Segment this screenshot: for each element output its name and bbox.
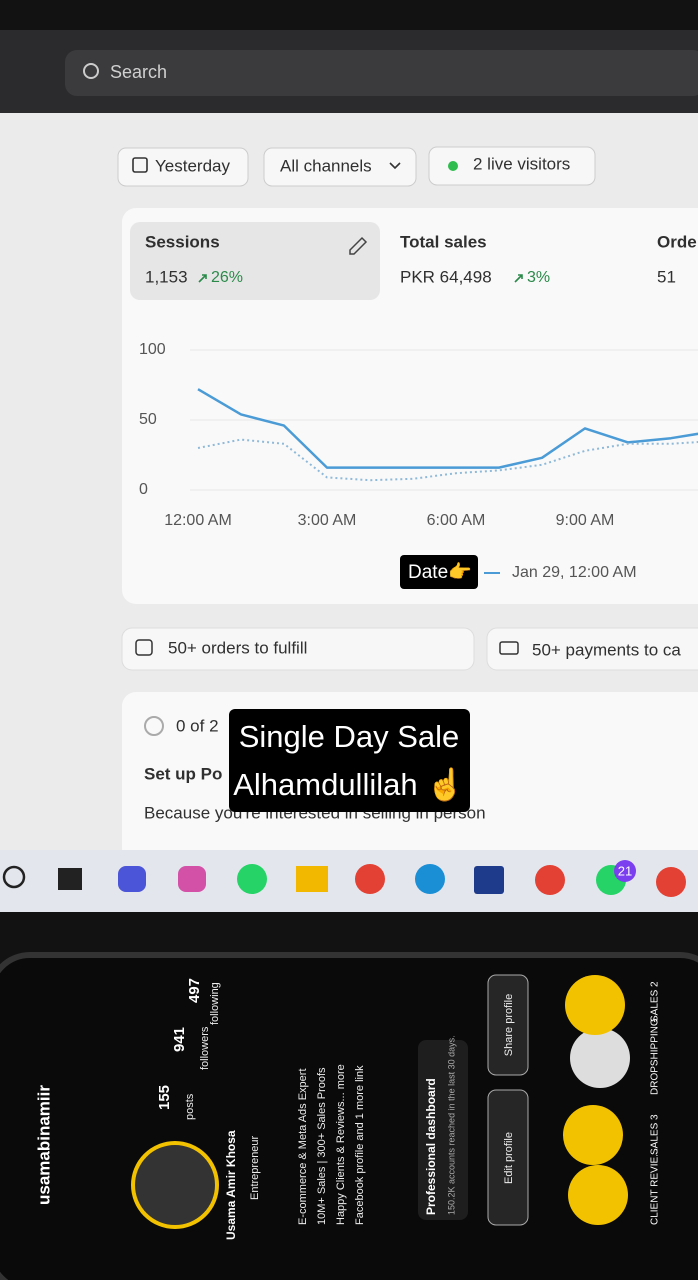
metric-label: Sessions bbox=[145, 232, 220, 251]
bio-line: E-commerce & Meta Ads Expert bbox=[297, 1069, 309, 1226]
bio-line: 10M+ Sales | 300+ Sales Proofs bbox=[316, 1067, 328, 1225]
calendar-icon bbox=[132, 157, 148, 173]
setup-title: Set up Po bbox=[144, 764, 222, 783]
highlight-label: CLIENT REVIE... bbox=[650, 1148, 661, 1225]
taskbar-app[interactable] bbox=[178, 866, 206, 892]
taskbar-search[interactable] bbox=[2, 865, 26, 889]
button-label: Share profile bbox=[503, 994, 515, 1056]
highlight[interactable] bbox=[565, 975, 625, 1035]
taskbar-app[interactable] bbox=[535, 865, 565, 895]
plot-area bbox=[197, 388, 698, 482]
metric-value: 51 bbox=[657, 267, 676, 286]
series-line bbox=[197, 438, 698, 482]
sticker bbox=[400, 555, 478, 589]
profile-name: Usama Amir Khosa bbox=[224, 1130, 238, 1240]
task-label: 50+ payments to ca bbox=[532, 640, 681, 659]
highlight[interactable] bbox=[568, 1165, 628, 1225]
taskbar-app[interactable] bbox=[118, 866, 146, 892]
stat-label: followers bbox=[199, 1026, 211, 1070]
x-tick-label: 3:00 AM bbox=[298, 512, 357, 529]
avatar bbox=[131, 1141, 219, 1229]
highlight-label: SALES 2 bbox=[650, 981, 661, 1022]
metric-label: Total sales bbox=[400, 232, 487, 251]
taskbar-app[interactable] bbox=[415, 864, 445, 894]
stat-label: following bbox=[209, 982, 221, 1025]
filter-label: All channels bbox=[280, 156, 372, 175]
share-profile[interactable] bbox=[487, 974, 529, 1076]
phone-screen: usamabinamiir 155 posts 941 followers 49… bbox=[34, 974, 661, 1240]
button-label: Edit profile bbox=[503, 1132, 515, 1184]
sticker-text: Single Day Sale bbox=[239, 719, 460, 754]
sticker-text: Date👉 bbox=[408, 561, 472, 583]
filter-channels[interactable] bbox=[263, 147, 417, 187]
bio-line: Happy Clients & Reviews... more bbox=[335, 1064, 347, 1225]
sticker bbox=[229, 709, 470, 812]
taskbar-app[interactable] bbox=[474, 866, 504, 894]
bio-line: Facebook profile and 1 more link bbox=[354, 1065, 366, 1225]
task-label: 50+ orders to fulfill bbox=[168, 638, 307, 657]
username: usamabinamiir bbox=[34, 1085, 53, 1205]
taskbar bbox=[0, 850, 698, 912]
metric-value: 1,153 bbox=[145, 267, 188, 286]
dashboard-reach: 150.2K accounts reached in the last 30 d… bbox=[446, 1035, 456, 1215]
live-visitors[interactable] bbox=[428, 146, 596, 186]
setup-progress: 0 of 2 bbox=[176, 716, 219, 735]
profile-role: Entrepreneur bbox=[249, 1135, 261, 1200]
taskbar-app[interactable] bbox=[355, 864, 385, 894]
highlight-label: SALES 3 bbox=[650, 1114, 661, 1155]
task-card[interactable] bbox=[121, 627, 475, 671]
task-icon bbox=[135, 639, 153, 656]
badge-count: 21 bbox=[618, 863, 632, 878]
legend-label: Jan 29, 12:00 AM bbox=[512, 564, 637, 581]
task-icon bbox=[499, 641, 519, 655]
search-icon bbox=[83, 63, 99, 79]
y-tick-label: 50 bbox=[139, 411, 157, 428]
search-placeholder: Search bbox=[110, 62, 167, 82]
taskbar-app[interactable] bbox=[58, 868, 82, 890]
filter-date[interactable] bbox=[117, 147, 249, 187]
taskbar-app[interactable] bbox=[656, 867, 686, 897]
stat: 497 bbox=[186, 978, 203, 1003]
up-arrow bbox=[514, 274, 523, 283]
chevron bbox=[389, 162, 401, 170]
highlight-label: DROPSHIPPING bbox=[650, 1018, 661, 1095]
x-tick-label: 12:00 AM bbox=[164, 512, 232, 529]
dashboard-title: Professional dashboard bbox=[424, 1078, 438, 1215]
taskbar-app[interactable] bbox=[296, 866, 328, 892]
highlight[interactable] bbox=[563, 1105, 623, 1165]
x-tick-label: 6:00 AM bbox=[427, 512, 486, 529]
x-tick-label: 9:00 AM bbox=[556, 512, 615, 529]
edit-profile[interactable] bbox=[487, 1089, 529, 1226]
y-tick-label: 100 bbox=[139, 341, 166, 358]
stat-label: posts bbox=[184, 1093, 196, 1120]
filter-label: Yesterday bbox=[155, 156, 230, 175]
filter-label: 2 live visitors bbox=[473, 154, 570, 173]
up-arrow bbox=[198, 274, 207, 283]
metric-change: 3% bbox=[527, 269, 550, 286]
metric-value: PKR 64,498 bbox=[400, 267, 492, 286]
stat: 941 bbox=[171, 1027, 188, 1052]
search-box[interactable] bbox=[65, 50, 698, 96]
series-line bbox=[197, 388, 698, 469]
sticker-text: Alhamdullilah ☝️ bbox=[233, 765, 465, 803]
metric-tile-selected[interactable] bbox=[130, 222, 380, 300]
badge bbox=[614, 860, 636, 882]
progress-circle bbox=[144, 716, 164, 736]
highlight[interactable] bbox=[570, 1028, 630, 1088]
metrics-card bbox=[122, 208, 698, 604]
stat: 155 bbox=[156, 1085, 173, 1110]
metric-change: 26% bbox=[211, 269, 243, 286]
dashboard-box[interactable] bbox=[418, 1040, 468, 1220]
y-tick-label: 0 bbox=[139, 481, 148, 498]
task-card[interactable] bbox=[486, 627, 698, 671]
taskbar-app[interactable] bbox=[237, 864, 267, 894]
live-dot bbox=[448, 161, 458, 171]
metric-label: Orde bbox=[657, 232, 697, 251]
edit-icon[interactable] bbox=[349, 236, 368, 255]
